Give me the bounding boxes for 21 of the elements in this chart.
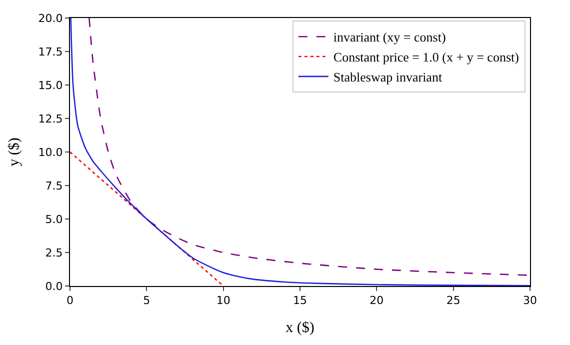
x-axis-title: x ($)	[286, 320, 314, 336]
y-tick-label: 15.0	[38, 78, 63, 92]
y-tick-label: 17.5	[38, 45, 63, 58]
y-tick-label: 20.0	[38, 12, 63, 25]
legend-label: Stableswap invariant	[333, 70, 442, 84]
x-tick-label: 5	[143, 294, 150, 308]
x-tick-label: 25	[446, 294, 460, 308]
y-tick-label: 12.5	[38, 112, 63, 126]
x-tick-label: 20	[370, 294, 384, 308]
legend-label: invariant (xy = const)	[333, 30, 446, 45]
x-tick-label: 0	[66, 294, 74, 308]
y-tick-label: 0.0	[45, 280, 63, 293]
legend-label: Constant price = 1.0 (x + y = const)	[333, 50, 519, 65]
y-tick-label: 2.5	[45, 246, 63, 260]
x-tick-label: 15	[293, 294, 307, 308]
x-tick-label: 10	[216, 294, 230, 308]
y-tick-label: 7.5	[45, 179, 63, 192]
y-axis-title: y ($)	[6, 138, 23, 166]
x-tick-label: 30	[523, 294, 537, 308]
y-tick-label: 10.0	[38, 146, 63, 159]
y-tick-label: 5.0	[45, 212, 63, 226]
